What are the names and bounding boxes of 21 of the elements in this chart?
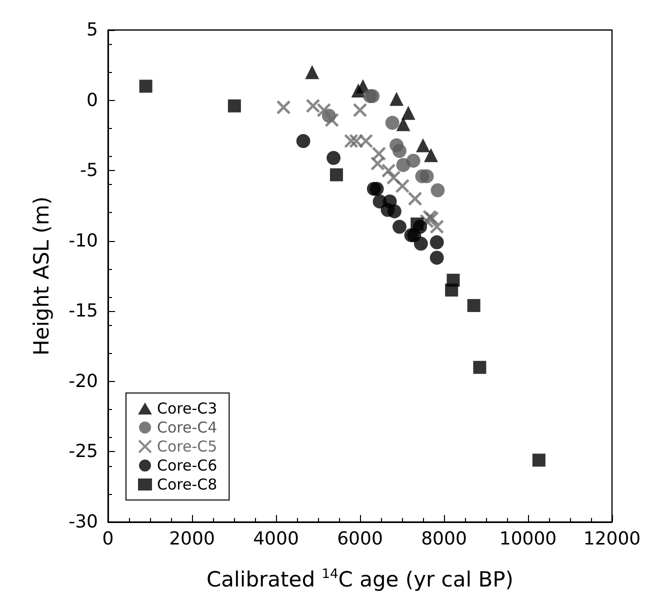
x-tick-label: 12000 — [583, 528, 641, 550]
legend-label: Core-C8 — [157, 476, 218, 494]
x-tick-label: 2000 — [169, 528, 215, 550]
x-tick-label: 0 — [102, 528, 114, 550]
y-tick-label: -25 — [68, 441, 98, 462]
x-tick-label: 4000 — [253, 528, 299, 550]
x-tick-label: 8000 — [421, 528, 467, 550]
legend-label: Core-C3 — [157, 400, 218, 418]
y-tick-label: -15 — [68, 300, 98, 322]
legend-label: Core-C6 — [157, 456, 218, 474]
y-tick-label: -5 — [80, 160, 98, 182]
y-axis-title: Height ASL (m) — [30, 196, 54, 356]
x-tick-label: 6000 — [337, 528, 383, 550]
y-tick-label: 5 — [86, 20, 98, 40]
x-tick-label: 10000 — [499, 528, 557, 550]
y-tick-label: -10 — [68, 230, 98, 252]
y-tick-label: 0 — [86, 90, 98, 111]
y-tick-label: -30 — [68, 512, 98, 532]
legend-label: Core-C4 — [157, 418, 218, 436]
legend-label: Core-C5 — [157, 438, 218, 456]
y-tick-label: -20 — [68, 370, 98, 392]
